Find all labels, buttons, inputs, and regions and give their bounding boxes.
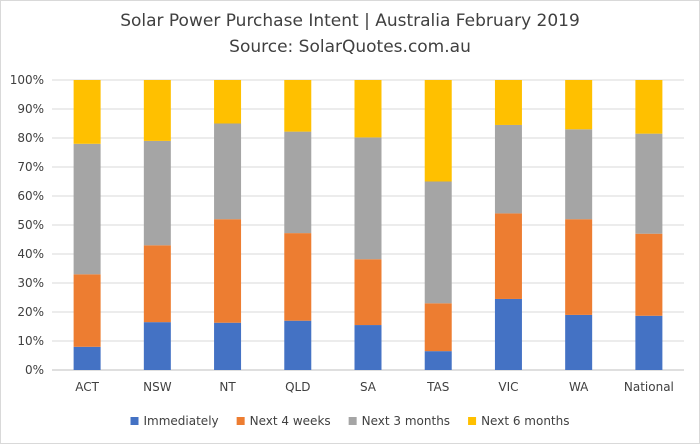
y-tick-label: 10% — [17, 334, 44, 348]
bar-segment — [73, 143, 101, 275]
bar-segment — [354, 325, 382, 370]
x-tick-label: TAS — [426, 380, 449, 394]
bar-segment — [73, 274, 101, 347]
bar-segment — [565, 80, 593, 130]
legend-swatch — [130, 417, 139, 425]
bar-segment — [494, 298, 522, 370]
bar-segment — [424, 303, 452, 352]
bar-segment — [143, 80, 171, 141]
bar-segment — [354, 80, 382, 138]
bar-segment — [424, 351, 452, 370]
bar-segment — [214, 219, 242, 323]
bar-segment — [143, 322, 171, 370]
y-tick-label: 70% — [17, 160, 44, 174]
bar-segment — [635, 233, 663, 316]
legend-swatch — [348, 417, 357, 425]
bar-segment — [73, 346, 101, 370]
bar-segment — [565, 219, 593, 315]
legend-label: Immediately — [144, 414, 219, 428]
legend-label: Next 3 months — [362, 414, 450, 428]
bar-segment — [565, 129, 593, 220]
bar-segment — [635, 80, 663, 134]
bar-segment — [494, 213, 522, 299]
x-tick-label: SA — [360, 380, 377, 394]
y-axis-ticks: 0% 10% 20% 30% 40% 50% 60% 70% 80% 90% 100% — [10, 73, 44, 377]
bar-segment — [214, 322, 242, 370]
y-tick-label: 60% — [17, 189, 44, 203]
legend-label: Next 6 months — [481, 414, 569, 428]
bar-segment — [424, 80, 452, 182]
bar-segment — [424, 181, 452, 304]
bar-segment — [354, 137, 382, 260]
bar-segment — [73, 80, 101, 144]
x-tick-label: NT — [219, 380, 236, 394]
x-tick-label: ACT — [75, 380, 99, 394]
y-tick-label: 90% — [17, 102, 44, 116]
bar-segment — [635, 133, 663, 234]
chart-subtitle: Source: SolarQuotes.com.au — [229, 37, 471, 57]
x-tick-label: QLD — [285, 380, 310, 394]
x-tick-label: NSW — [143, 380, 172, 394]
x-tick-label: National — [624, 380, 674, 394]
y-tick-label: 50% — [17, 218, 44, 232]
bar-segment — [284, 320, 312, 370]
bar-segment — [494, 80, 522, 125]
y-tick-label: 30% — [17, 276, 44, 290]
bar-segment — [354, 259, 382, 326]
bar-segment — [284, 80, 312, 132]
y-tick-label: 80% — [17, 131, 44, 145]
bars — [73, 80, 663, 370]
chart-title: Solar Power Purchase Intent | Australia … — [120, 11, 580, 31]
bar-segment — [214, 80, 242, 124]
y-tick-label: 0% — [25, 363, 44, 377]
legend-label: Next 4 weeks — [250, 414, 331, 428]
x-tick-label: VIC — [498, 380, 518, 394]
y-tick-label: 40% — [17, 247, 44, 261]
legend: Immediately Next 4 weeks Next 3 months Next… — [130, 414, 569, 428]
legend-swatch — [468, 417, 477, 425]
legend-swatch — [236, 417, 245, 425]
bar-segment — [565, 314, 593, 370]
x-tick-label: WA — [569, 380, 589, 394]
bar-segment — [143, 245, 171, 323]
y-tick-label: 20% — [17, 305, 44, 319]
bar-segment — [494, 124, 522, 214]
x-axis-ticks: ACT NSW NT QLD SA TAS VIC WA National — [75, 380, 674, 394]
bar-segment — [284, 233, 312, 321]
bar-segment — [143, 140, 171, 246]
bar-segment — [214, 123, 242, 220]
bar-segment — [635, 315, 663, 370]
y-tick-label: 100% — [10, 73, 44, 87]
bar-segment — [284, 131, 312, 234]
